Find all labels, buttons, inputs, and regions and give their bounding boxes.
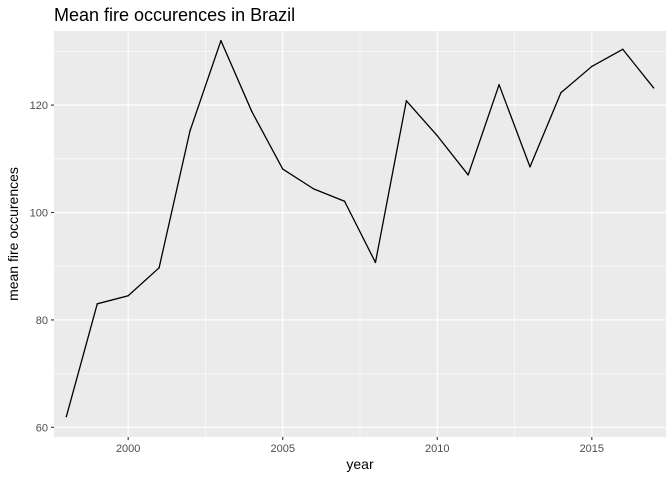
x-tick-label: 2015 (580, 443, 604, 455)
x-axis: 2000 2005 2010 2015 (116, 437, 604, 455)
y-tick-label: 100 (30, 208, 48, 220)
data-point (282, 168, 284, 170)
y-axis-title: mean fire occurences (5, 167, 21, 301)
major-x-gridlines (127, 31, 593, 437)
data-point (220, 39, 222, 42)
y-tick-label: 120 (30, 100, 48, 112)
data-point (529, 166, 531, 168)
data-point (467, 174, 469, 176)
series-line (65, 40, 655, 417)
data-point (622, 48, 624, 50)
data-point (374, 261, 377, 264)
y-tick-label: 80 (36, 315, 48, 327)
data-point (498, 84, 500, 86)
minor-x-gridlines (205, 31, 515, 437)
series-layer (65, 39, 655, 418)
data-point (591, 65, 593, 68)
data-point (312, 188, 315, 190)
data-point (343, 200, 346, 202)
data-point (652, 87, 655, 89)
data-point (560, 92, 562, 94)
data-point (96, 303, 98, 305)
x-axis-title: year (346, 456, 374, 472)
y-tick-label: 60 (36, 422, 48, 434)
data-point (65, 415, 68, 418)
data-point (436, 135, 438, 137)
data-point (251, 110, 253, 113)
y-axis: 60 80 100 120 (30, 100, 54, 434)
data-point (189, 130, 191, 132)
x-tick-label: 2000 (116, 443, 140, 455)
data-point (127, 295, 129, 297)
data-point (158, 267, 160, 269)
major-y-gridlines (54, 104, 666, 428)
x-tick-label: 2005 (270, 443, 294, 455)
chart-title: Mean fire occurences in Brazil (54, 5, 295, 25)
x-tick-label: 2010 (425, 443, 449, 455)
data-point (405, 100, 408, 102)
